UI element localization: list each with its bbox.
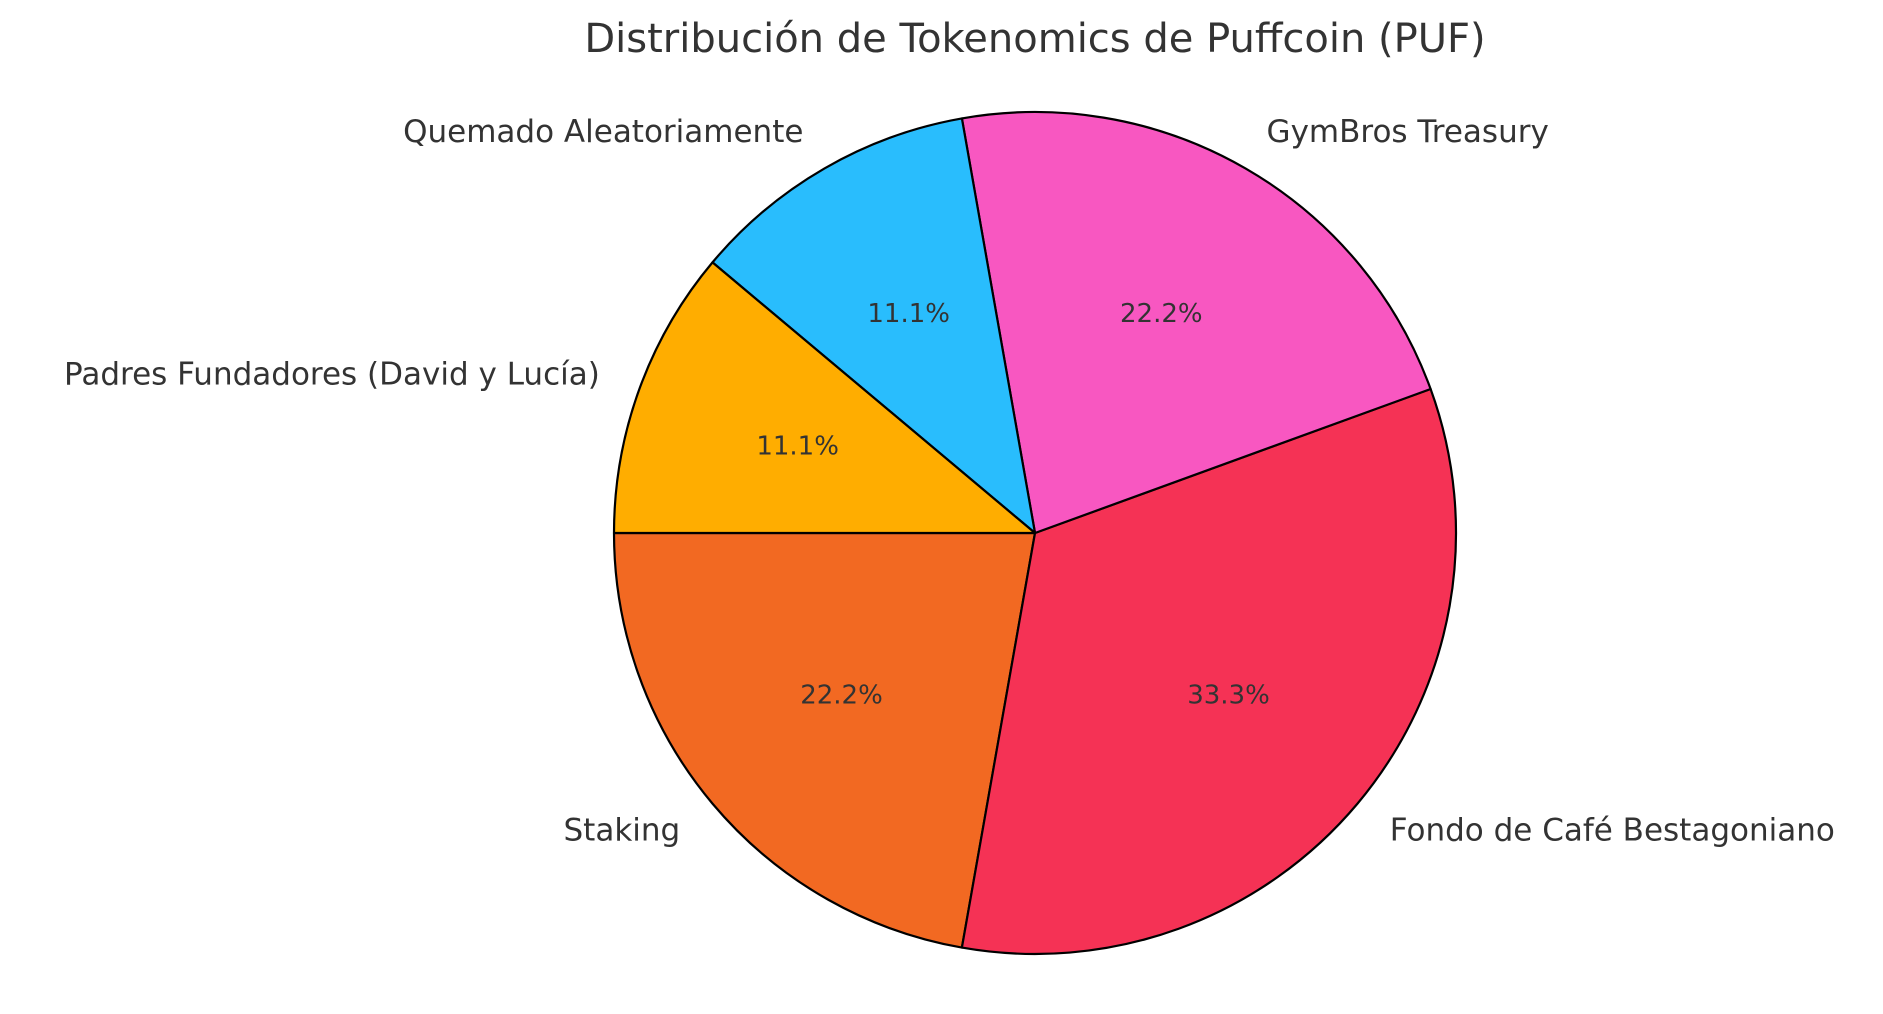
slice-percent-label: 22.2% — [800, 680, 883, 710]
pie-slice-staking — [612, 531, 1037, 949]
slice-category-label: Staking — [564, 813, 681, 849]
pie-slices — [612, 110, 1458, 956]
slice-labels: 22.2% Staking 33.3% Fondo de Café Bestagoni… — [64, 114, 1835, 849]
pie-slice-padres-fundadores-david-y-lucia — [612, 261, 1037, 535]
slice-category-label: GymBros Treasury — [1267, 114, 1549, 150]
slice-percent-label: 33.3% — [1187, 680, 1270, 710]
slice-percent-label: 11.1% — [756, 432, 839, 462]
slice-percent-label: 22.2% — [1120, 299, 1203, 329]
pie-slice-fondo-de-cafe-bestagoniano — [960, 387, 1458, 956]
slice-percent-label: 11.1% — [867, 299, 950, 329]
slice-category-label: Fondo de Café Bestagoniano — [1390, 813, 1835, 849]
pie-slice-gymbros-treasury — [960, 110, 1432, 535]
pie-slice-quemado-aleatoriamente — [711, 117, 1037, 535]
chart-title: Distribución de Tokenomics de Puffcoin (… — [584, 16, 1485, 62]
slice-category-label: Padres Fundadores (David y Lucía) — [64, 357, 600, 393]
slice-category-label: Quemado Aleatoriamente — [403, 114, 803, 150]
